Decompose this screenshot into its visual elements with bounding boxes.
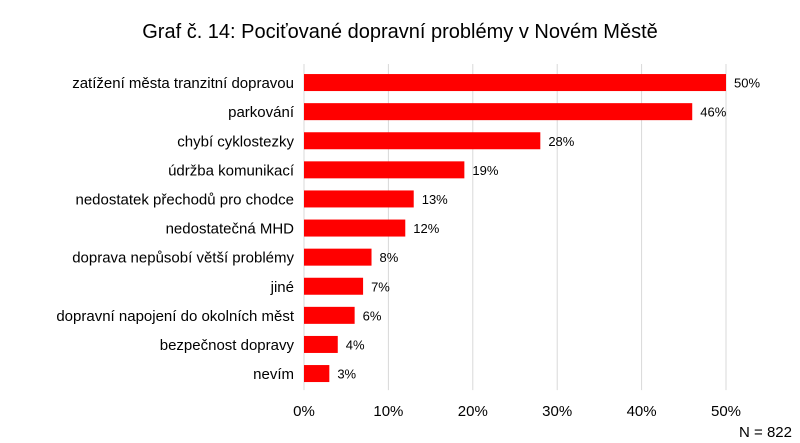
data-label-0: 50% <box>734 76 760 91</box>
category-label-0: zatížení města tranzitní dopravou <box>72 75 294 92</box>
sample-size-note: N = 822 <box>739 424 792 441</box>
bars <box>304 74 726 383</box>
category-label-5: nedostatečná MHD <box>166 221 295 238</box>
category-label-9: bezpečnost dopravy <box>160 337 295 354</box>
data-label-4: 13% <box>422 192 448 207</box>
category-label-8: dopravní napojení do okolních měst <box>56 308 294 325</box>
data-label-1: 46% <box>700 105 726 120</box>
data-label-9: 4% <box>346 337 365 352</box>
bar-7 <box>304 277 364 295</box>
category-label-10: nevím <box>253 366 294 383</box>
bar-3 <box>304 161 465 179</box>
x-tick-label-40: 40% <box>627 403 657 420</box>
chart-title: Graf č. 14: Pociťované dopravní problémy… <box>142 21 658 43</box>
category-label-3: údržba komunikací <box>168 162 295 179</box>
bar-10 <box>304 365 330 383</box>
x-tick-label-10: 10% <box>373 403 403 420</box>
data-labels: 50% 46% 28% 19% 13% 12% 8% 7% 6% 4% 3% <box>337 76 760 382</box>
data-label-2: 28% <box>548 134 574 149</box>
data-label-8: 6% <box>363 308 382 323</box>
data-label-6: 8% <box>380 250 399 265</box>
category-label-7: jiné <box>270 279 294 296</box>
bar-9 <box>304 335 338 353</box>
x-tick-label-0: 0% <box>293 403 315 420</box>
category-label-1: parkování <box>228 104 295 121</box>
category-label-4: nedostatek přechodů pro chodce <box>76 191 295 208</box>
bar-8 <box>304 306 355 324</box>
data-label-10: 3% <box>337 367 356 382</box>
bar-4 <box>304 190 414 208</box>
x-tick-label-30: 30% <box>542 403 572 420</box>
bar-1 <box>304 103 693 121</box>
x-tick-label-50: 50% <box>711 403 741 420</box>
bar-0 <box>304 74 726 92</box>
bar-6 <box>304 248 372 266</box>
bar-2 <box>304 132 541 150</box>
category-labels: zatížení města tranzitní dopravou parková… <box>56 75 294 383</box>
x-tick-label-20: 20% <box>458 403 488 420</box>
category-label-2: chybí cyklostezky <box>177 133 294 150</box>
data-label-3: 19% <box>472 163 498 178</box>
data-label-5: 12% <box>413 221 439 236</box>
x-axis-ticks: 0% 10% 20% 30% 40% 50% <box>293 403 741 420</box>
data-label-7: 7% <box>371 279 390 294</box>
bar-5 <box>304 219 406 237</box>
category-label-6: doprava nepůsobí větší problémy <box>72 250 294 267</box>
